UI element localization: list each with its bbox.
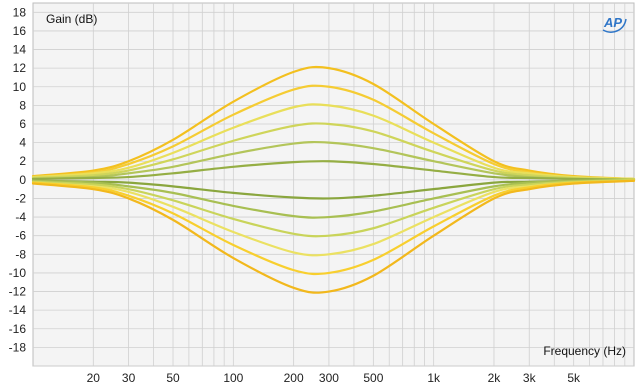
y-tick-label: 16	[13, 24, 27, 38]
y-tick-label: 6	[19, 117, 26, 131]
x-tick-label: 3k	[523, 371, 537, 385]
y-axis-title: Gain (dB)	[46, 12, 97, 26]
series-line	[31, 122, 636, 181]
y-tick-label: -14	[9, 303, 27, 317]
y-tick-label: 10	[13, 80, 27, 94]
x-tick-label: 1k	[427, 371, 441, 385]
x-tick-label: 20	[87, 371, 101, 385]
ap-logo: AP	[602, 15, 627, 33]
x-tick-label: 2k	[488, 371, 502, 385]
x-tick-label: 100	[223, 371, 243, 385]
y-tick-label: 14	[13, 43, 27, 57]
y-tick-label: -12	[9, 285, 27, 299]
x-tick-label: 30	[122, 371, 136, 385]
y-tick-label: -16	[9, 322, 27, 336]
series-line	[31, 178, 636, 238]
series-line	[31, 65, 636, 181]
y-tick-label: -10	[9, 266, 27, 280]
y-tick-label: 12	[13, 61, 27, 75]
ap-logo-text: AP	[603, 15, 622, 30]
series-line	[31, 160, 636, 181]
y-tick-label: -8	[15, 247, 26, 261]
y-tick-label: 4	[19, 136, 26, 150]
x-tick-label: 500	[363, 371, 383, 385]
x-axis-title: Frequency (Hz)	[543, 344, 626, 358]
series-line	[31, 179, 636, 276]
x-tick-labels: 20 30 50 100 200 300 500 1k 2k 3k 5k	[87, 371, 581, 385]
x-tick-label: 300	[319, 371, 339, 385]
y-tick-label: 2	[19, 154, 26, 168]
y-tick-label: -18	[9, 340, 27, 354]
series-line	[31, 179, 636, 294]
series-line	[31, 178, 636, 219]
series-line	[31, 103, 636, 181]
x-tick-label: 50	[166, 371, 180, 385]
ap-logo-swoosh-icon	[602, 18, 627, 33]
y-tick-label: -4	[15, 210, 26, 224]
y-tick-label: 0	[19, 173, 26, 187]
y-tick-label: 18	[13, 5, 27, 19]
y-tick-labels: 18 16 14 12 10 8 6 4 2 0 -2 -4 -6 -8 -10 -12 -14 -16 -18	[9, 5, 27, 354]
y-tick-label: 8	[19, 98, 26, 112]
series-group	[31, 65, 636, 294]
y-tick-label: -2	[15, 191, 26, 205]
x-tick-label: 5k	[567, 371, 581, 385]
y-tick-label: -6	[15, 229, 26, 243]
x-tick-label: 200	[284, 371, 304, 385]
